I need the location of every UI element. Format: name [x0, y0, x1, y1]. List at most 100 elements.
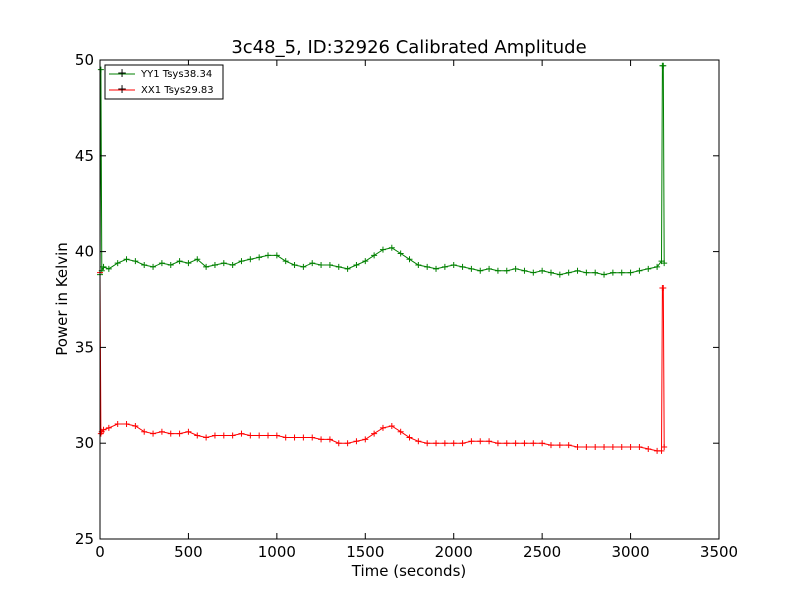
data-point	[601, 444, 608, 451]
data-point	[556, 442, 563, 449]
data-point	[309, 434, 316, 441]
legend-label-yy1: YY1 Tsys38.34	[140, 69, 212, 80]
data-point	[362, 436, 369, 443]
series-0	[97, 62, 668, 278]
data-point	[618, 269, 625, 276]
data-point	[371, 430, 378, 437]
data-point	[211, 432, 218, 439]
data-point	[291, 262, 298, 269]
data-point	[353, 438, 360, 445]
data-point	[371, 252, 378, 259]
data-point	[521, 440, 528, 447]
data-point	[592, 444, 599, 451]
data-point	[583, 444, 590, 451]
plot-area	[100, 60, 719, 539]
data-point	[167, 430, 174, 437]
data-point	[326, 436, 333, 443]
data-point	[388, 244, 395, 251]
data-point	[362, 258, 369, 265]
data-point	[556, 271, 563, 278]
data-point	[203, 263, 210, 270]
data-point	[539, 267, 546, 274]
x-tick-label-6: 3000	[611, 543, 649, 561]
data-point	[150, 430, 157, 437]
legend-marker-xx1: +	[117, 82, 127, 96]
data-point	[132, 258, 139, 265]
legend-marker-yy1: +	[117, 66, 127, 80]
data-point	[477, 438, 484, 445]
x-tick-label-4: 2000	[435, 543, 473, 561]
data-point	[441, 440, 448, 447]
data-point	[468, 438, 475, 445]
data-point	[265, 432, 272, 439]
data-point	[424, 440, 431, 447]
data-point	[609, 269, 616, 276]
data-point	[318, 436, 325, 443]
data-point	[530, 440, 537, 447]
data-point	[344, 265, 351, 272]
data-point	[415, 262, 422, 269]
data-point	[494, 267, 501, 274]
data-point	[494, 440, 501, 447]
data-point	[326, 262, 333, 269]
data-point	[229, 262, 236, 269]
data-point	[441, 263, 448, 270]
data-point	[450, 262, 457, 269]
data-point	[468, 265, 475, 272]
legend-label-xx1: XX1 Tsys29.83	[141, 85, 214, 96]
x-axis-label: Time (seconds)	[351, 562, 467, 580]
data-point	[512, 265, 519, 272]
data-point	[203, 434, 210, 441]
data-point	[486, 438, 493, 445]
data-point	[539, 440, 546, 447]
data-point	[185, 428, 192, 435]
data-point	[379, 246, 386, 253]
data-point	[300, 263, 307, 270]
data-point	[503, 440, 510, 447]
data-point	[238, 258, 245, 265]
data-point	[521, 267, 528, 274]
data-point	[450, 440, 457, 447]
data-point	[300, 434, 307, 441]
data-point	[661, 260, 668, 267]
data-point	[477, 267, 484, 274]
data-point	[220, 260, 227, 267]
data-point	[229, 432, 236, 439]
data-point	[565, 269, 572, 276]
data-point	[424, 263, 431, 270]
data-point	[335, 263, 342, 270]
data-point	[592, 269, 599, 276]
data-point	[601, 271, 608, 278]
data-point	[123, 421, 130, 428]
y-tick-label-0: 25	[75, 530, 94, 548]
data-point	[397, 428, 404, 435]
data-point	[433, 265, 440, 272]
data-point	[654, 263, 661, 270]
data-point	[512, 440, 519, 447]
tick-layer: 0 500 1000 1500 2000 2500 3000 3500 25 30 35 40 45 50	[75, 51, 738, 561]
data-point	[123, 256, 130, 263]
data-point	[661, 444, 668, 451]
data-point	[397, 250, 404, 257]
data-point	[645, 265, 652, 272]
data-point	[459, 440, 466, 447]
y-tick-label-1: 30	[75, 434, 94, 452]
data-point	[114, 260, 121, 267]
data-point	[273, 432, 280, 439]
data-point	[618, 444, 625, 451]
y-tick-label-3: 40	[75, 243, 94, 261]
x-tick-label-5: 2500	[523, 543, 561, 561]
data-point	[547, 269, 554, 276]
data-point	[282, 258, 289, 265]
data-point	[636, 444, 643, 451]
data-point	[318, 262, 325, 269]
data-point	[150, 263, 157, 270]
data-point	[344, 440, 351, 447]
data-point	[583, 269, 590, 276]
y-tick-label-4: 45	[75, 147, 94, 165]
x-tick-label-0: 0	[95, 543, 105, 561]
data-point	[158, 428, 165, 435]
plot-frame	[99, 59, 720, 540]
data-point	[353, 262, 360, 269]
